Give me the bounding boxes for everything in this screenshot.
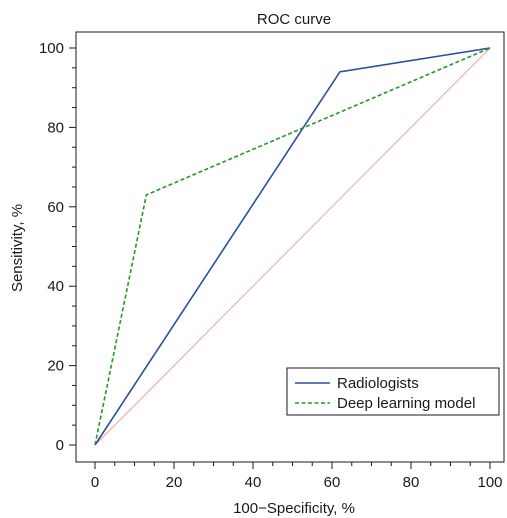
series-lines: [94, 47, 491, 446]
y-tick-label: 100: [39, 40, 64, 57]
y-tick-label: 80: [47, 119, 64, 136]
x-tick-label: 40: [245, 474, 262, 491]
x-tick-label: 80: [403, 474, 420, 491]
y-tick-label: 0: [56, 437, 64, 454]
legend: Radiologists Deep learning model: [286, 367, 500, 416]
x-tick-label: 60: [324, 474, 341, 491]
reference-diagonal-line: [94, 47, 491, 446]
y-axis-ticks: 0 20 40 60 80 100: [39, 40, 76, 454]
y-axis-title: Sensitivity, %: [9, 204, 26, 292]
x-axis-ticks: 0 20 40 60 80 100: [91, 462, 503, 491]
legend-label: Deep learning model: [337, 395, 475, 412]
y-tick-label: 40: [47, 278, 64, 295]
y-tick-label: 60: [47, 199, 64, 216]
x-tick-label: 100: [477, 474, 502, 491]
series-line-radiologists: [94, 47, 491, 446]
legend-box: [286, 367, 500, 416]
x-axis-title: 100−Specificity, %: [233, 500, 355, 517]
legend-label: Radiologists: [337, 375, 419, 392]
x-tick-label: 20: [166, 474, 183, 491]
y-tick-label: 20: [47, 358, 64, 375]
series-line-deep-learning-model: [94, 47, 491, 446]
chart-title: ROC curve: [257, 11, 331, 28]
x-tick-label: 0: [91, 474, 99, 491]
